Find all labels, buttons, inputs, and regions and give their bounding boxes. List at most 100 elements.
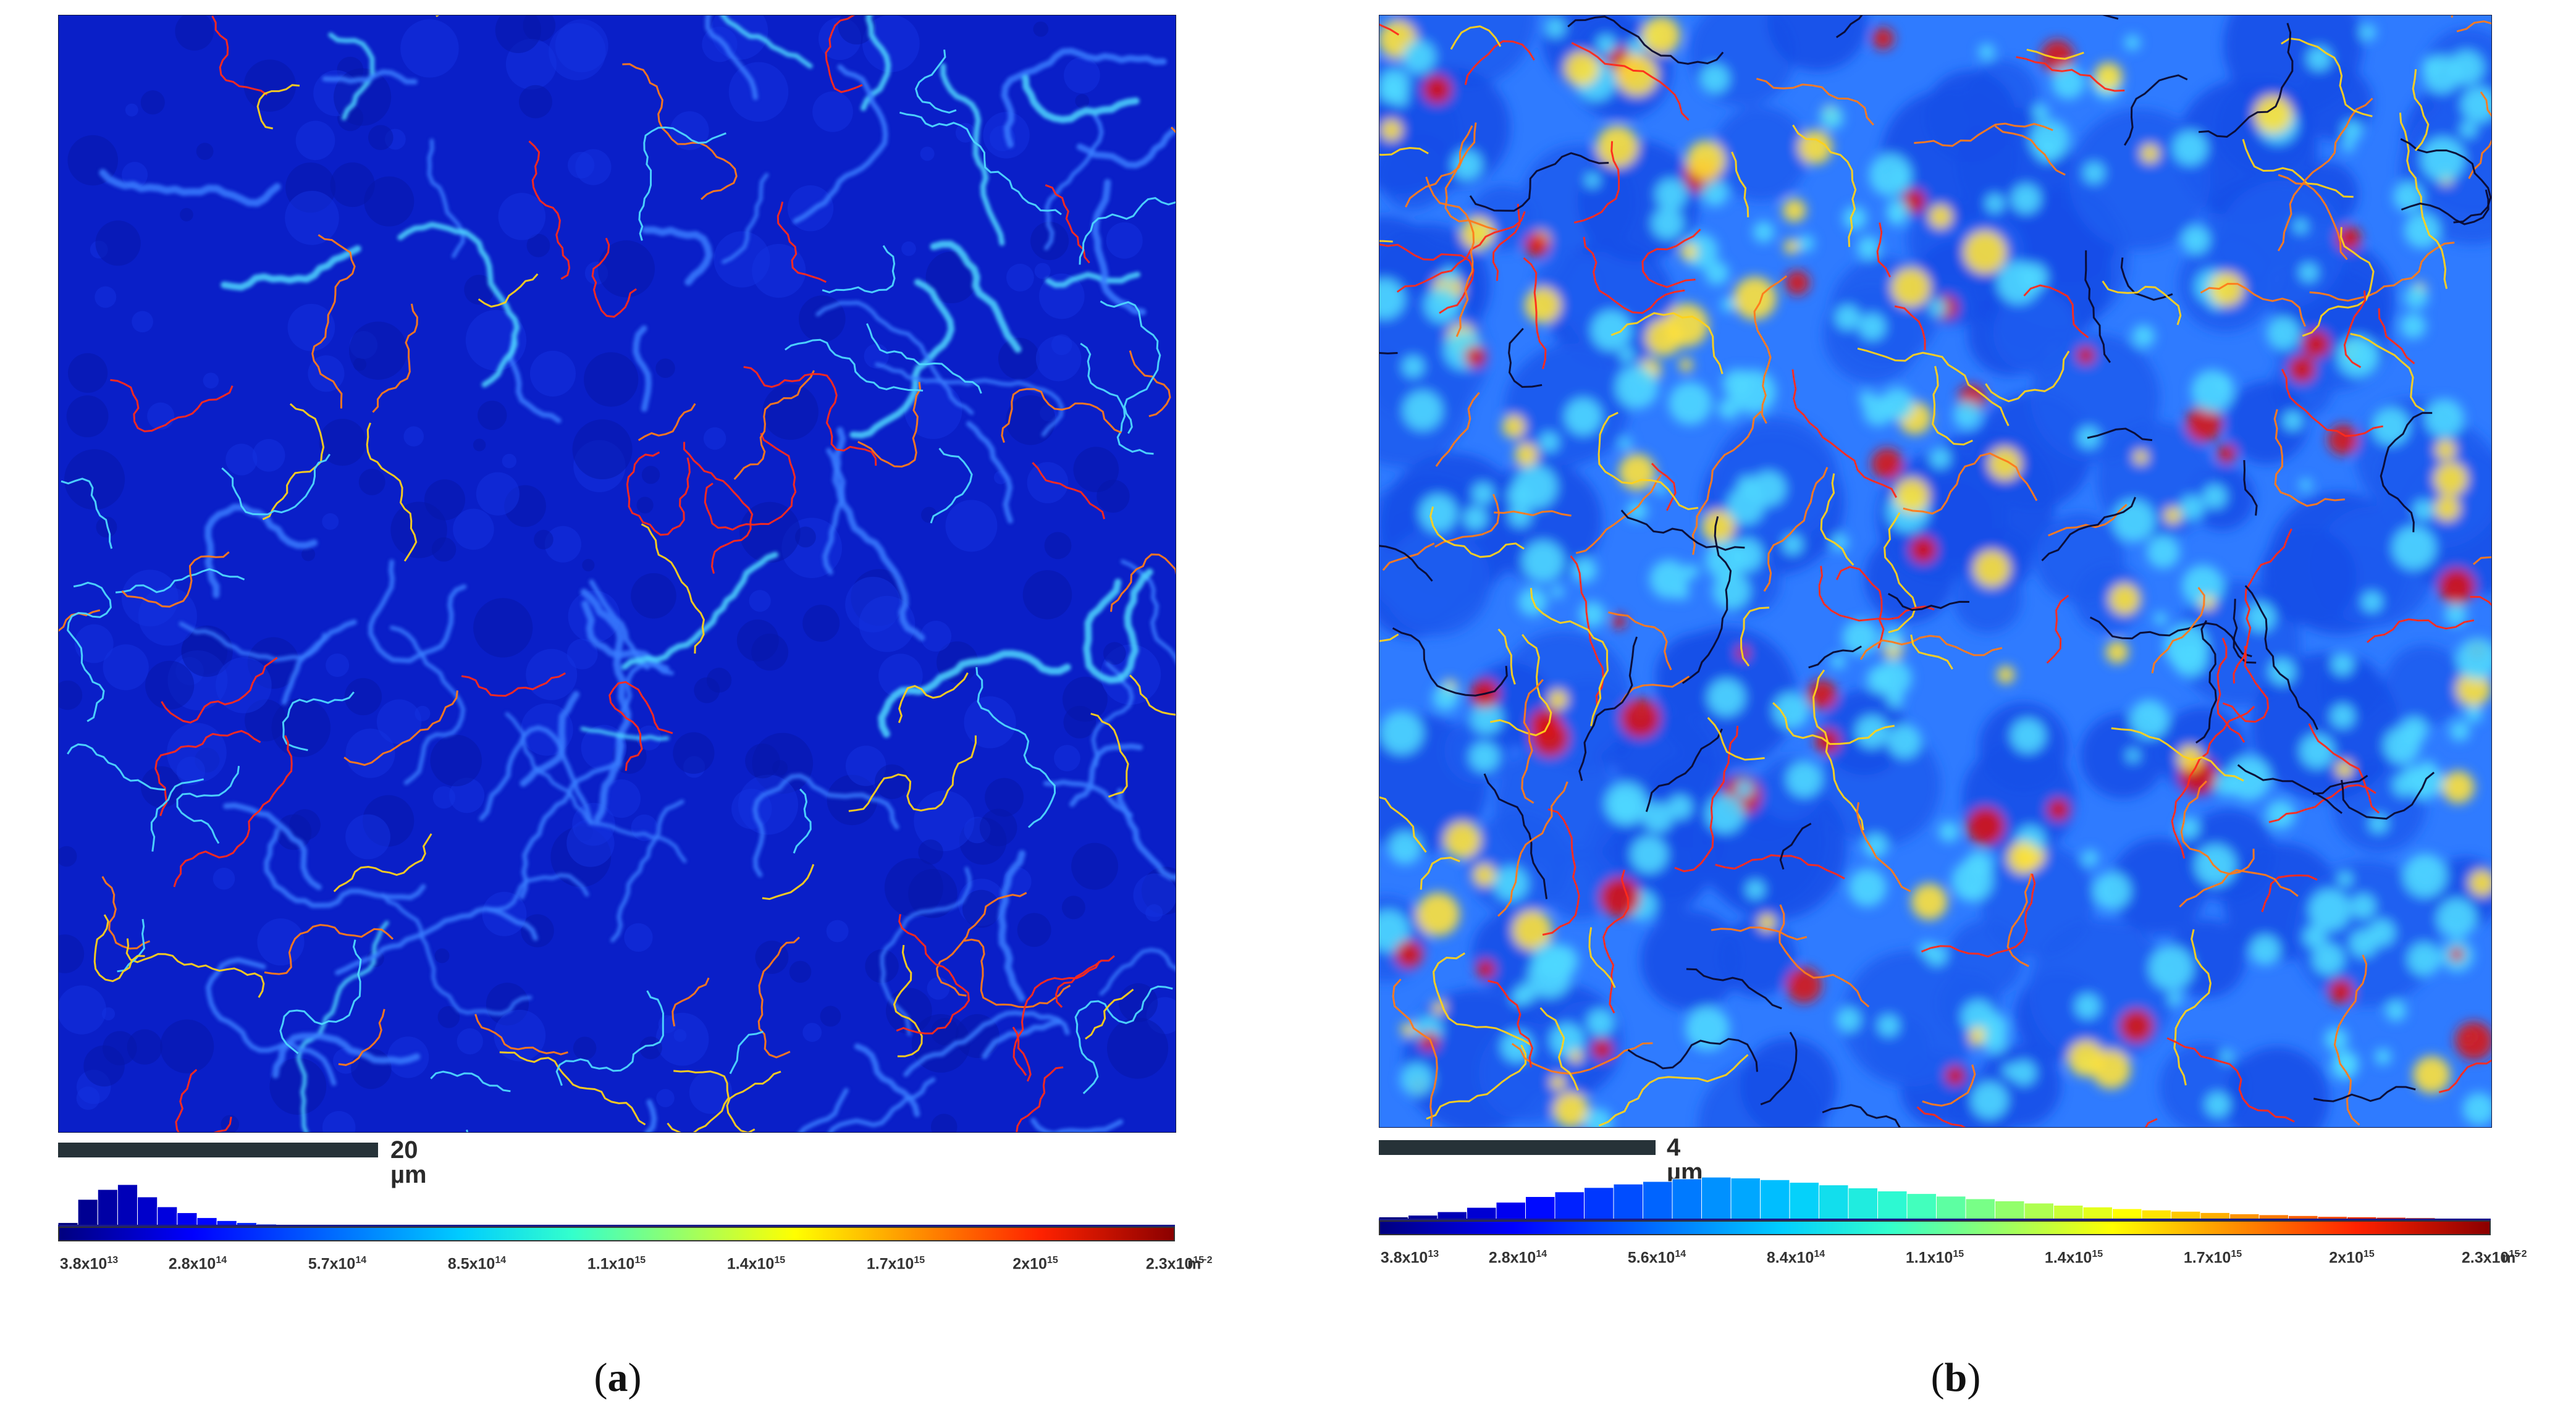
map-a-noise: [689, 1071, 733, 1114]
map-b-grain: [2373, 419, 2491, 549]
map-b-boundary: [1429, 506, 1525, 558]
map-b-hotspot: [1550, 1075, 1566, 1090]
map-b-boundary: [1588, 927, 1616, 988]
colorbar-tick-label: 2.3x1015: [2462, 1245, 2520, 1267]
map-b-boundary: [1651, 463, 1677, 511]
map-a-boundary: [866, 323, 982, 394]
map-a-boundary: [1032, 462, 1106, 519]
tick-mantissa: 2.8x10: [1488, 1249, 1536, 1267]
map-b-hotspot: [2359, 24, 2376, 41]
map-a-noise: [656, 1089, 675, 1107]
map-b-boundary: [2151, 587, 2205, 674]
map-a-noise: [95, 286, 117, 308]
map-a-noise: [1071, 842, 1119, 890]
map-a-noise: [345, 728, 395, 778]
map-b-hotspot: [1887, 691, 1904, 708]
map-a-noise: [584, 352, 639, 407]
tick-mantissa: 2.3x10: [2461, 1249, 2509, 1267]
map-a-filament: [368, 559, 467, 663]
map-b-hotspot: [1425, 287, 1460, 323]
colorbar-unit-b: m−2: [2502, 1245, 2527, 1267]
colorbar-tick-label: 2x1015: [2329, 1245, 2374, 1267]
map-a-boundary: [279, 939, 362, 1054]
map-b-boundary: [2273, 409, 2345, 507]
map-a-boundary: [1079, 197, 1176, 265]
map-b-hotspot: [2047, 798, 2070, 821]
map-b-boundary: [2380, 412, 2433, 532]
map-b-grain: [1717, 918, 1796, 997]
histogram-bar: [1848, 1188, 1878, 1220]
map-b-hotspot: [2342, 120, 2363, 141]
map-b-hotspot: [1685, 564, 1699, 579]
map-a-noise: [567, 151, 595, 179]
map-a-boundary: [622, 63, 738, 200]
map-b-hotspot: [1611, 792, 1639, 820]
map-b-hotspot: [1432, 684, 1459, 711]
map-b-hotspot: [2003, 1064, 2017, 1078]
map-b-hotspot: [2035, 137, 2060, 162]
map-b-hotspot: [2010, 718, 2045, 753]
map-a-boundary: [1012, 960, 1101, 1076]
map-a-noise: [572, 419, 633, 480]
map-a-noise: [390, 502, 447, 558]
map-a-noise: [295, 120, 335, 161]
map-b-hotspot: [1627, 500, 1648, 522]
tick-exponent: 14: [1675, 1249, 1686, 1259]
tick-mantissa: 8.4x10: [1766, 1249, 1814, 1267]
map-a-filament: [1083, 568, 1153, 684]
map-b-boundary: [1645, 728, 1723, 812]
map-b-hotspot: [1938, 821, 1959, 842]
map-a-noise: [330, 162, 375, 208]
map-b-image: [1379, 15, 2491, 1127]
map-a-noise: [287, 303, 335, 351]
panel-label-a: (a): [594, 1356, 642, 1400]
map-b-boundary: [2333, 954, 2368, 1126]
map-a-noise: [1034, 262, 1051, 279]
map-b-boundary: [1492, 203, 1521, 281]
map-a-boundary: [729, 1030, 764, 1075]
map-a-noise: [582, 558, 595, 572]
map-b-boundary: [1542, 808, 1580, 936]
map-b-boundary: [2378, 308, 2415, 364]
map-b-hotspot: [2119, 1009, 2153, 1043]
map-a-noise: [904, 381, 962, 439]
map-b-hotspot: [1522, 540, 1564, 582]
map-b-hotspot: [2302, 330, 2330, 358]
tick-exponent: 14: [495, 1255, 507, 1266]
map-b-boundary: [2350, 333, 2425, 412]
map-a-noise: [920, 621, 952, 652]
tick-exponent: 15: [2509, 1249, 2520, 1259]
map-b-hotspot: [2309, 889, 2351, 931]
map-b-boundary: [2200, 282, 2306, 327]
map-b-boundary: [1379, 23, 1400, 36]
map-a-noise: [1044, 532, 1072, 560]
map-b-boundary: [2261, 874, 2318, 912]
map-b-hotspot: [2205, 1092, 2231, 1117]
map-b-boundary: [2046, 595, 2069, 664]
map-a-noise: [526, 233, 550, 258]
tick-mantissa: 2.8x10: [168, 1255, 216, 1273]
map-b-hotspot: [1894, 477, 1930, 513]
map-b-boundary: [1464, 40, 1535, 85]
map-a-noise: [203, 372, 219, 388]
map-a-filament: [982, 1018, 1063, 1059]
map-a-filament: [610, 799, 684, 942]
colorbar-tick-label: 1.4x1015: [2045, 1245, 2103, 1267]
map-b-hotspot: [2076, 346, 2095, 365]
map-b-hotspot: [2352, 346, 2373, 367]
histogram-bar: [1672, 1178, 1702, 1220]
map-a-noise: [655, 358, 675, 378]
map-b-boundary: [2041, 497, 2136, 561]
map-b-hotspot: [1685, 1006, 1730, 1051]
map-b-hotspot: [1579, 601, 1606, 628]
map-a-boundary: [211, 15, 268, 96]
map-b-hotspot: [2173, 130, 2208, 166]
map-b-boundary: [2412, 69, 2430, 151]
map-b-boundary: [1434, 493, 1501, 548]
map-b-boundary: [1571, 41, 1690, 121]
map-b-hotspot: [1835, 304, 1861, 330]
map-a-filament: [264, 827, 426, 908]
map-a-boundary: [338, 1009, 385, 1066]
map-a-boundary: [461, 672, 566, 697]
map-a-noise: [147, 402, 175, 430]
